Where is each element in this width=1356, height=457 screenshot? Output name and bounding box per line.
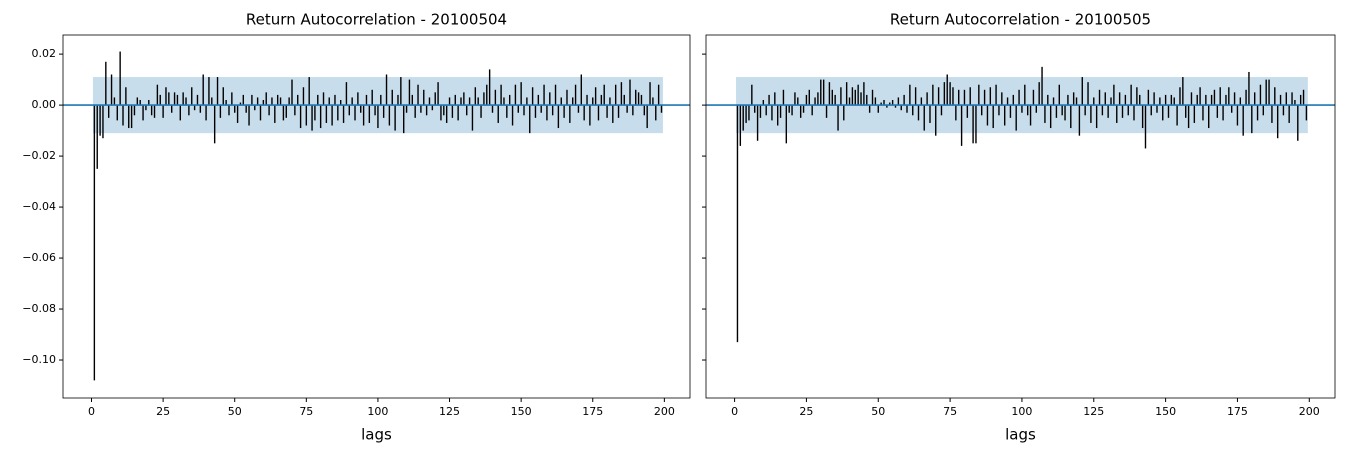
y-tick-label: 0.02 (32, 47, 57, 60)
subplot: Return Autocorrelation - 20100505 lags 0 25… (702, 11, 1336, 444)
axes-frame (62, 34, 691, 399)
y-tick-label: −0.08 (22, 302, 56, 315)
x-tick-label: 75 (943, 405, 957, 418)
x-tick-label: 50 (228, 405, 242, 418)
x-tick-label: 175 (1227, 405, 1248, 418)
y-tick-label: −0.06 (22, 251, 56, 264)
chart-title: Return Autocorrelation - 20100504 (246, 11, 507, 29)
x-tick-label: 175 (582, 405, 603, 418)
x-tick-label: 25 (799, 405, 813, 418)
y-tick-label: 0.00 (32, 98, 57, 111)
x-tick-label: 100 (1011, 405, 1032, 418)
chart-title: Return Autocorrelation - 20100505 (890, 11, 1151, 29)
x-tick-label: 25 (156, 405, 170, 418)
x-tick-label: 150 (511, 405, 532, 418)
x-tick-label: 50 (871, 405, 885, 418)
x-tick-label: 125 (1083, 405, 1104, 418)
y-tick-label: −0.04 (22, 200, 56, 213)
x-tick-label: 200 (1299, 405, 1320, 418)
x-tick-label: 100 (367, 405, 388, 418)
x-tick-label: 0 (731, 405, 738, 418)
x-tick-label: 0 (88, 405, 95, 418)
x-tick-label: 125 (439, 405, 460, 418)
axes-frame (705, 34, 1336, 399)
y-tick-label: −0.10 (22, 353, 56, 366)
y-tick-label: −0.02 (22, 149, 56, 162)
x-axis-label: lags (361, 426, 392, 444)
x-tick-label: 200 (654, 405, 675, 418)
subplot: Return Autocorrelation - 20100504 lags 0 25… (22, 11, 691, 444)
x-tick-label: 75 (299, 405, 313, 418)
x-axis-label: lags (1005, 426, 1036, 444)
x-tick-label: 150 (1155, 405, 1176, 418)
